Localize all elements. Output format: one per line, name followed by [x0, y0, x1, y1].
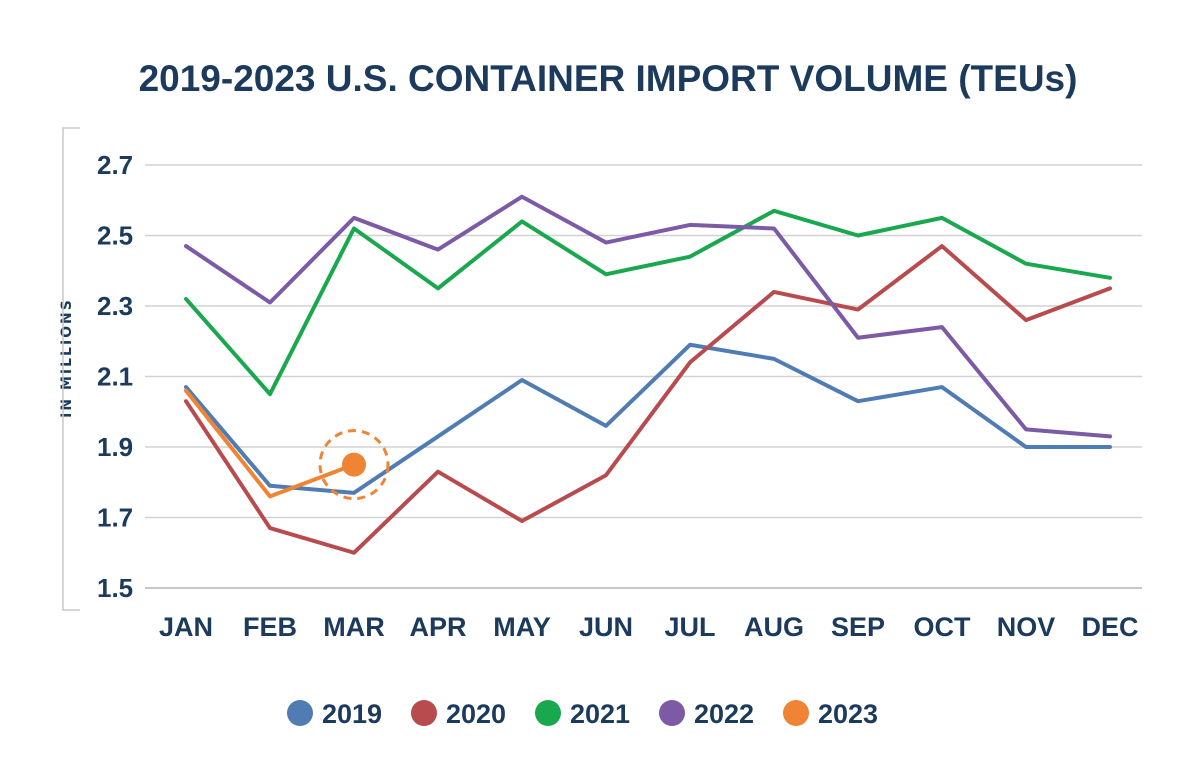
legend-swatch-2020: [411, 700, 437, 726]
series-line-2021: [184, 208, 1112, 397]
highlight-point: [342, 452, 366, 477]
y-tick-label: 1.9: [97, 432, 133, 462]
legend-label: 2023: [818, 699, 878, 729]
gridlines: [145, 164, 1142, 519]
y-tick-label: 2.3: [97, 291, 133, 321]
x-tick-label: DEC: [1081, 612, 1138, 642]
highlight-ring: [318, 429, 390, 501]
y-tick-label: 2.1: [97, 362, 133, 392]
series-line-2019: [184, 342, 1112, 495]
legend-swatch-2023: [783, 700, 809, 726]
x-tick-label: JUL: [664, 612, 715, 642]
series-line-2022: [184, 194, 1112, 439]
legend: 2019 2020 2021 2022 2023: [287, 699, 878, 729]
x-tick-label: MAR: [323, 612, 385, 642]
x-tick-label: MAY: [493, 612, 551, 642]
axes: 2.7 2.5 2.3 2.1 1.9 1.7 1.5 JAN FEB MAR APR MAY JUN J…: [62, 127, 1142, 642]
legend-label: 2022: [694, 699, 754, 729]
x-tick-label: JUN: [579, 612, 633, 642]
y-tick-label: 1.5: [97, 573, 133, 603]
legend-swatch-2019: [287, 700, 313, 726]
y-tick-label: 2.5: [97, 221, 133, 251]
legend-label: 2021: [570, 699, 630, 729]
x-tick-label: NOV: [997, 612, 1056, 642]
x-tick-label: JAN: [159, 612, 213, 642]
legend-label: 2020: [446, 699, 506, 729]
legend-label: 2019: [322, 699, 382, 729]
series-line-2023: [184, 388, 356, 499]
legend-swatch-2022: [659, 700, 685, 726]
y-axis-label: IN MILLIONS: [59, 298, 75, 418]
x-tick-label: SEP: [831, 612, 885, 642]
y-tick-label: 1.7: [97, 503, 133, 533]
chart-title: 2019-2023 U.S. CONTAINER IMPORT VOLUME (…: [139, 58, 1078, 99]
axis-bracket: [62, 127, 80, 611]
x-tick-label: AUG: [744, 612, 804, 642]
series-lines: [184, 194, 1112, 555]
x-tick-label: FEB: [243, 612, 297, 642]
x-tick-label: OCT: [914, 612, 972, 642]
legend-swatch-2021: [535, 700, 561, 726]
x-tick-label: APR: [409, 612, 466, 642]
series-line-2020: [184, 244, 1112, 555]
y-tick-label: 2.7: [97, 150, 133, 180]
